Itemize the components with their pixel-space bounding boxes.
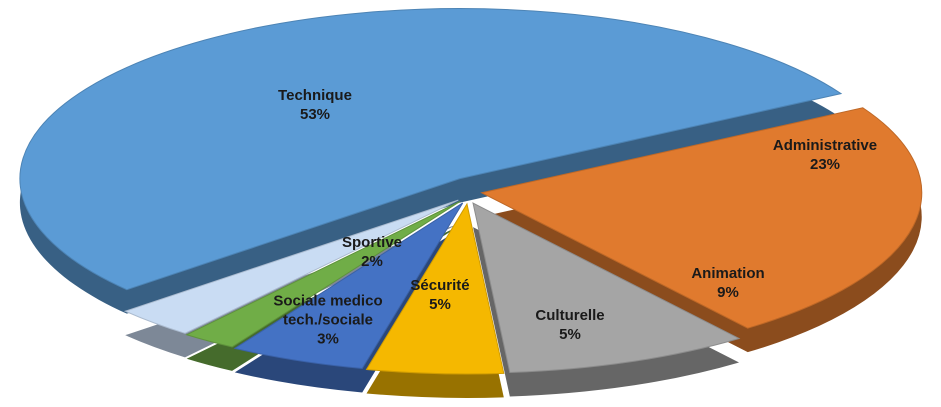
- value-label: 23%: [809, 156, 841, 173]
- category-label: Animation: [691, 265, 765, 282]
- slice: [233, 202, 464, 369]
- slice: [185, 201, 461, 348]
- category-label: Sociale medico tech./sociale: [273, 292, 383, 329]
- value-label: 9%: [717, 284, 739, 301]
- slice: [19, 8, 843, 291]
- value-label: 3%: [317, 330, 339, 348]
- value-label: 5%: [429, 296, 451, 313]
- value-label: 53%: [299, 106, 331, 123]
- slice: [365, 202, 505, 375]
- slice-label: Sécurité 5%: [410, 276, 469, 314]
- value-label: 5%: [559, 326, 581, 343]
- slice-label: Sportive 2%: [342, 233, 402, 271]
- slice: [123, 199, 459, 334]
- slice-label: Sociale medico tech./sociale 3%: [253, 292, 403, 349]
- category-label: Sportive: [341, 234, 403, 251]
- slice-label: Animation 9%: [691, 264, 764, 302]
- category-label: Culturelle: [535, 307, 605, 324]
- category-label: Administrative: [772, 137, 878, 154]
- category-label: Technique: [278, 87, 352, 104]
- value-label: 2%: [361, 253, 383, 270]
- slice-label: Administrative 23%: [773, 136, 877, 174]
- slice: [480, 107, 923, 329]
- slice-label: Technique 53%: [278, 86, 352, 124]
- slice-label: Culturelle 5%: [535, 306, 604, 344]
- category-label: Sécurité: [410, 277, 470, 294]
- slice: [472, 202, 741, 373]
